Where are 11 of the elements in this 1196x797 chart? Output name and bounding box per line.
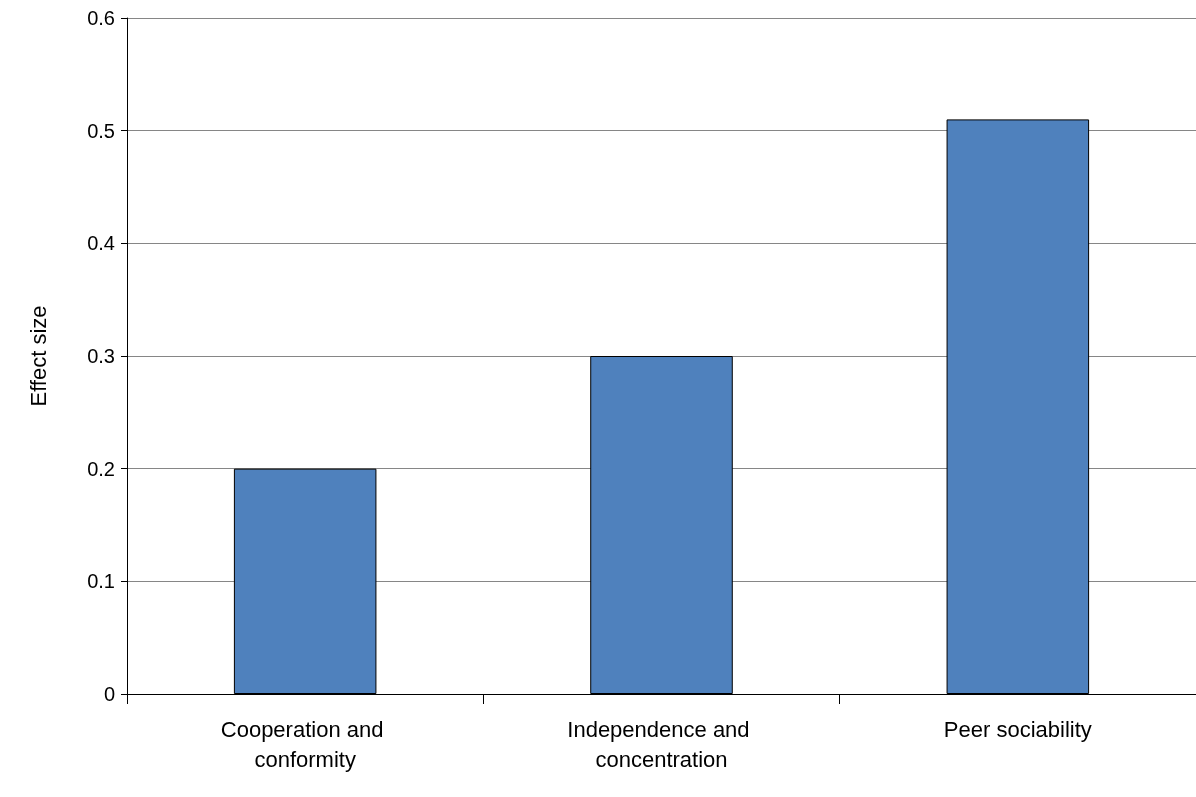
y-tick-label: 0.2 [87,457,115,480]
y-tick-label: 0.4 [87,232,115,255]
y-tick-label: 0.3 [87,345,115,367]
x-tick-label: Peer sociability [943,716,1092,742]
y-tick-label: 0.6 [87,7,115,29]
x-tick-label: Cooperation and conformity [220,716,390,772]
y-tick-label: 0 [103,683,115,705]
y-axis-title: Effect size [25,305,51,407]
x-tick-label: Independence and concentration [567,716,756,772]
y-tick-label: 0.5 [87,119,115,142]
y-tick-label: 0.1 [87,570,115,593]
